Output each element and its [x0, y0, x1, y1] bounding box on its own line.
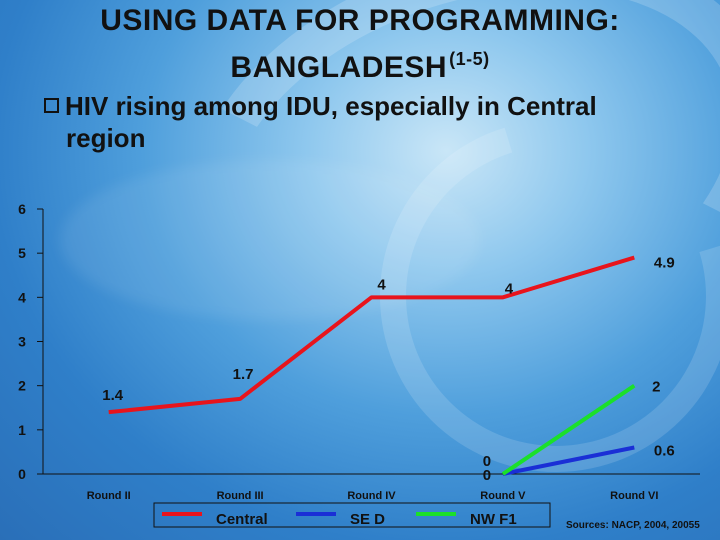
x-tick-label: Round VI	[610, 490, 658, 502]
bullet-text-line-1: HIV rising among IDU, especially in Cent…	[65, 91, 597, 121]
chart-axes: 0 1 2 3 4 5 6 Round II Round III Round IV Round V R…	[18, 201, 700, 502]
y-tick-label: 0	[18, 466, 26, 482]
data-label-nw-f1: 0	[483, 453, 491, 470]
x-tick-label: Round II	[87, 490, 131, 502]
source-note: Sources: NACP, 2004, 20055	[566, 520, 700, 531]
series-line-nw-f1	[501, 384, 636, 476]
data-label-central: 4.9	[654, 255, 675, 272]
bullet-text-line-2: region	[66, 123, 146, 153]
bullet-point: HIV rising among IDU, especially in Cent…	[44, 90, 694, 154]
title-superscript: (1-5)	[449, 49, 490, 69]
data-label-central: 4	[505, 280, 514, 297]
chart-legend: Central SE D NW F1	[153, 502, 551, 528]
data-label-central: 4	[377, 276, 386, 293]
series-line-central	[108, 255, 635, 415]
x-tick-label: Round III	[217, 490, 264, 502]
y-tick-label: 4	[18, 289, 26, 305]
data-label-nw-f1: 2	[652, 379, 660, 396]
y-tick-label: 2	[18, 378, 26, 394]
data-label-central: 1.7	[233, 366, 254, 383]
legend-label: SE D	[350, 511, 385, 528]
slide-title: USING DATA FOR PROGRAMMING: BANGLADESH (1…	[0, 2, 720, 87]
legend-label: Central	[216, 511, 268, 528]
title-country: BANGLADESH	[230, 51, 448, 84]
legend-label: NW F1	[470, 511, 517, 528]
chart-data-labels: 1.4 1.7 4 4 4.9 0 0.6 0 2	[102, 255, 674, 484]
data-label-se-d: 0	[483, 467, 491, 484]
series-line-se-d	[502, 445, 635, 476]
y-tick-label: 6	[18, 201, 26, 217]
x-tick-label: Round IV	[347, 490, 396, 502]
data-label-se-d: 0.6	[654, 443, 675, 460]
chart-series	[108, 255, 636, 476]
y-tick-label: 1	[18, 422, 26, 438]
title-line-2: BANGLADESH (1-5)	[0, 40, 720, 87]
title-line-1: USING DATA FOR PROGRAMMING:	[100, 4, 620, 37]
legend-box	[153, 502, 551, 528]
checkbox-bullet-icon	[44, 98, 59, 113]
x-tick-label: Round V	[480, 490, 526, 502]
data-label-central: 1.4	[102, 387, 124, 404]
y-tick-label: 5	[18, 245, 26, 261]
y-tick-label: 3	[18, 334, 26, 350]
